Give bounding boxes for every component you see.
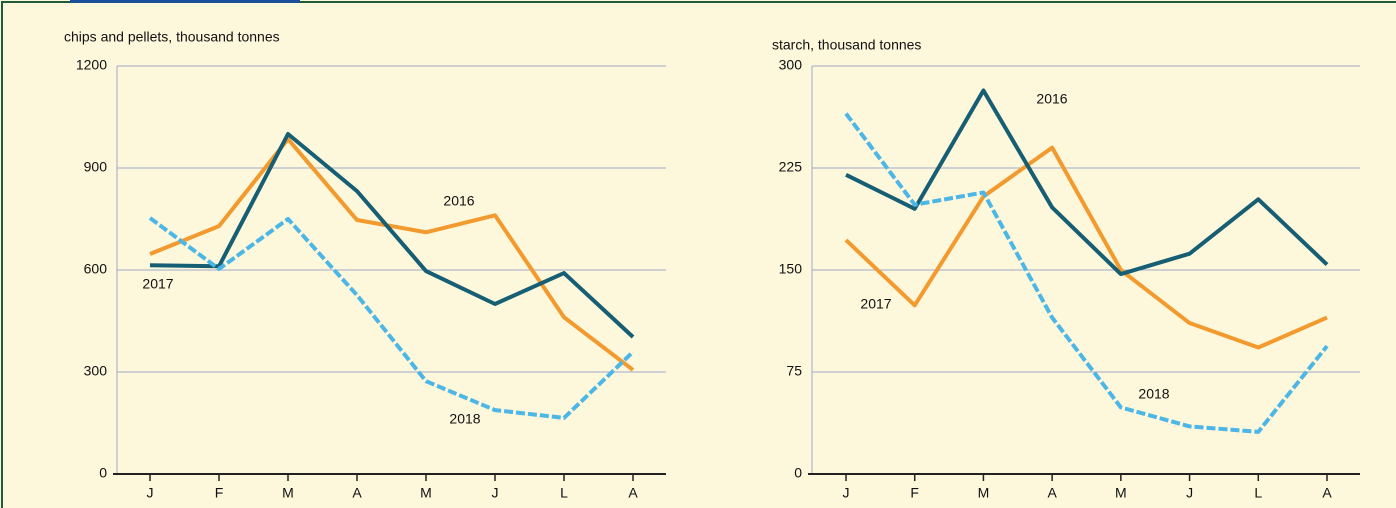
x-tick-label: A — [1322, 485, 1332, 501]
y-tick-label: 0 — [794, 465, 802, 481]
series-label: 2016 — [1036, 91, 1067, 107]
x-tick-label: A — [628, 485, 638, 501]
series-label: 2018 — [449, 411, 480, 427]
x-tick-label: F — [215, 485, 224, 501]
series-label: 2017 — [860, 296, 891, 312]
y-tick-label: 1200 — [76, 57, 107, 73]
x-tick-label: A — [352, 485, 362, 501]
x-tick-label: L — [560, 485, 568, 501]
x-tick-label: M — [282, 485, 294, 501]
series-line — [149, 132, 635, 339]
y-tick-label: 150 — [779, 261, 803, 277]
x-tick-label: J — [147, 485, 154, 501]
x-tick-label: M — [1115, 485, 1127, 501]
y-tick-label: 0 — [99, 465, 107, 481]
series-line — [844, 112, 1329, 434]
y-tick-label: 900 — [84, 159, 108, 175]
axis-title: chips and pellets, thousand tonnes — [64, 29, 280, 45]
x-tick-label: J — [1186, 485, 1193, 501]
y-tick-label: 225 — [779, 159, 803, 175]
y-tick-label: 300 — [84, 363, 108, 379]
series-line — [844, 145, 1328, 350]
series-line — [149, 137, 635, 372]
x-tick-label: M — [420, 485, 432, 501]
series-label: 2017 — [142, 276, 173, 292]
x-tick-label: M — [978, 485, 990, 501]
x-tick-label: F — [910, 485, 919, 501]
x-tick-label: J — [492, 485, 499, 501]
y-tick-label: 600 — [84, 261, 108, 277]
series-line — [845, 88, 1329, 277]
series-line — [148, 216, 635, 420]
y-tick-label: 300 — [779, 57, 803, 73]
series-label: 2018 — [1138, 386, 1169, 402]
series-label: 2016 — [443, 193, 474, 209]
x-tick-label: A — [1047, 485, 1057, 501]
x-tick-label: J — [843, 485, 850, 501]
axis-title: starch, thousand tonnes — [772, 37, 921, 53]
title-remnant — [70, 0, 300, 3]
x-tick-label: L — [1254, 485, 1262, 501]
y-tick-label: 75 — [786, 363, 802, 379]
